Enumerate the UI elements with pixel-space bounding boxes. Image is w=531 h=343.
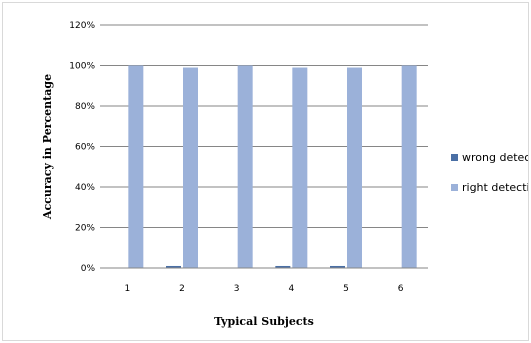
x-tick-label: 3 — [234, 284, 240, 294]
y-tick-label: 100% — [69, 62, 95, 72]
bars — [128, 65, 417, 269]
legend-swatch-right-detection — [451, 184, 458, 191]
bar-wrong-detection-2 — [166, 265, 181, 268]
x-tick-label: 6 — [398, 284, 404, 294]
x-tick-label: 4 — [288, 284, 294, 294]
y-tick-label: 40% — [75, 183, 95, 193]
legend: wrong detection right detection — [451, 151, 529, 194]
y-tick-label: 0% — [81, 264, 96, 274]
bar-right-detection-3 — [237, 65, 253, 268]
x-tick-labels: 1 2 3 4 5 6 — [124, 284, 403, 294]
y-tick-label: 60% — [75, 143, 95, 153]
bar-wrong-detection-4 — [275, 265, 291, 268]
gridlines — [100, 24, 428, 228]
x-tick-label: 2 — [179, 284, 185, 294]
bar-right-detection-6 — [401, 65, 417, 268]
y-tick-label: 120% — [69, 21, 95, 31]
x-tick-label: 5 — [343, 284, 349, 294]
bar-right-detection-2 — [183, 67, 198, 269]
x-axis-title: Typical Subjects — [214, 315, 314, 328]
y-tick-labels: 0% 20% 40% 60% 80% 100% 120% — [69, 21, 95, 274]
bar-right-detection-4 — [292, 67, 308, 269]
legend-swatch-wrong-detection — [451, 154, 458, 161]
bar-wrong-detection-5 — [330, 265, 345, 268]
y-axis-title: Accuracy in Percentage — [41, 74, 54, 220]
x-tick-label: 1 — [124, 284, 130, 294]
bar-right-detection-1 — [128, 65, 144, 268]
y-tick-label: 20% — [75, 224, 95, 234]
bar-right-detection-5 — [347, 67, 362, 269]
legend-label-wrong-detection: wrong detection — [462, 151, 529, 164]
y-tick-label: 80% — [75, 102, 95, 112]
accuracy-chart: 0% 20% 40% 60% 80% 100% 120% 1 2 3 4 5 6 Typical Su… — [41, 21, 529, 328]
legend-label-right-detection: right detection — [462, 181, 529, 194]
